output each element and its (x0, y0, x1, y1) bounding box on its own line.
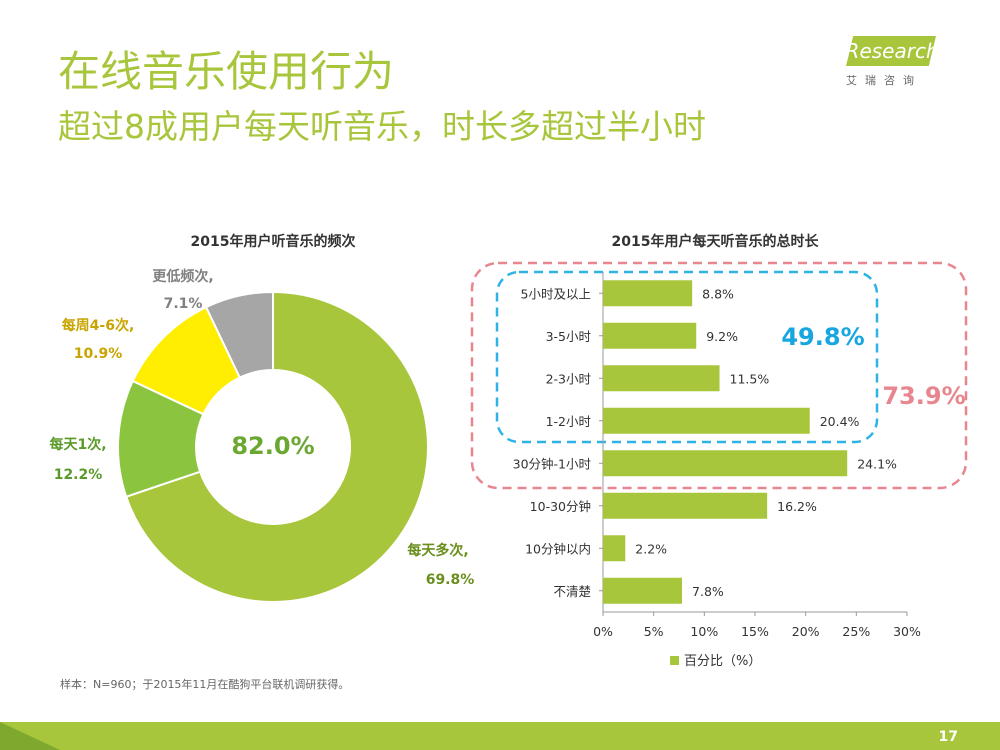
slice-label-daily-multiple: 每天多次, (407, 542, 468, 559)
logo-subtext: 艾瑞咨询 (846, 74, 922, 87)
bar-value-label: 2.2% (635, 541, 667, 556)
slice-value-lower: 7.1% (164, 296, 203, 312)
bar (603, 322, 697, 349)
category-label: 10-30分钟 (530, 499, 591, 514)
slice-value-daily-once: 12.2% (54, 467, 103, 483)
highlight-box-73 (470, 261, 968, 490)
bar-value-label: 16.2% (777, 499, 817, 514)
page-subtitle: 超过8成用户每天听音乐，时长多超过半小时 (58, 107, 706, 146)
bar (603, 492, 768, 519)
bar-value-label: 7.8% (692, 584, 724, 599)
bar-value-label: 9.2% (706, 329, 738, 344)
bar (603, 577, 683, 604)
legend-label: 百分比（%） (684, 654, 761, 669)
category-label: 2-3小时 (546, 371, 592, 386)
x-tick-label: 20% (792, 624, 820, 639)
footer-bar (0, 722, 1000, 750)
slice-label-lower: 更低频次, (152, 268, 213, 285)
bar (603, 450, 848, 477)
slice-lower (204, 290, 274, 379)
x-tick-label: 0% (593, 624, 613, 639)
x-tick-label: 25% (842, 624, 870, 639)
bar-value-label: 20.4% (820, 414, 860, 429)
page-title: 在线音乐使用行为 (58, 47, 395, 96)
highlight-box-49 (495, 270, 879, 444)
annotation-49-8: 49.8% (781, 323, 864, 351)
page-number: 17 (938, 729, 958, 745)
bar (603, 280, 693, 307)
category-label: 30分钟-1小时 (513, 456, 592, 471)
sample-note: 样本：N=960；于2015年11月在酷狗平台联机调研获得。 (60, 678, 350, 691)
category-label: 5小时及以上 (521, 286, 591, 301)
x-tick-label: 5% (644, 624, 664, 639)
slice-daily-multiple (124, 290, 429, 603)
donut-center-label: 82.0% (231, 432, 314, 460)
bar-chart-title: 2015年用户每天听音乐的总时长 (612, 233, 820, 250)
bar-chart: 5小时及以上 8.8% 3-5小时 9.2% 2-3小时 11.5% 1-2小时 20.4% 3… (513, 272, 921, 639)
x-tick-label: 15% (741, 624, 769, 639)
annotation-73-9: 73.9% (882, 382, 965, 410)
category-label: 10分钟以内 (525, 541, 591, 556)
slice-label-daily-once: 每天1次, (49, 436, 106, 453)
category-label: 3-5小时 (546, 329, 592, 344)
bar (603, 365, 720, 392)
slice-value-weekly: 10.9% (74, 346, 123, 362)
legend-swatch (670, 656, 679, 665)
iresearch-logo: iResearch 艾瑞咨询 (836, 36, 946, 88)
logo-text: iResearch (840, 39, 939, 63)
bar-value-label: 8.8% (702, 286, 734, 301)
bar (603, 535, 626, 562)
bar-value-label: 11.5% (730, 371, 770, 386)
x-tick-label: 10% (690, 624, 718, 639)
slice-value-daily-multiple: 69.8% (426, 572, 475, 588)
logo-box (846, 36, 936, 66)
pie-chart-title: 2015年用户听音乐的频次 (191, 233, 356, 250)
slice-label-weekly: 每周4-6次, (62, 317, 135, 334)
bar (603, 407, 810, 434)
category-label: 不清楚 (553, 584, 591, 599)
donut-chart (117, 290, 429, 603)
category-label: 1-2小时 (546, 414, 592, 429)
bar-value-label: 24.1% (857, 456, 897, 471)
x-tick-label: 30% (893, 624, 921, 639)
